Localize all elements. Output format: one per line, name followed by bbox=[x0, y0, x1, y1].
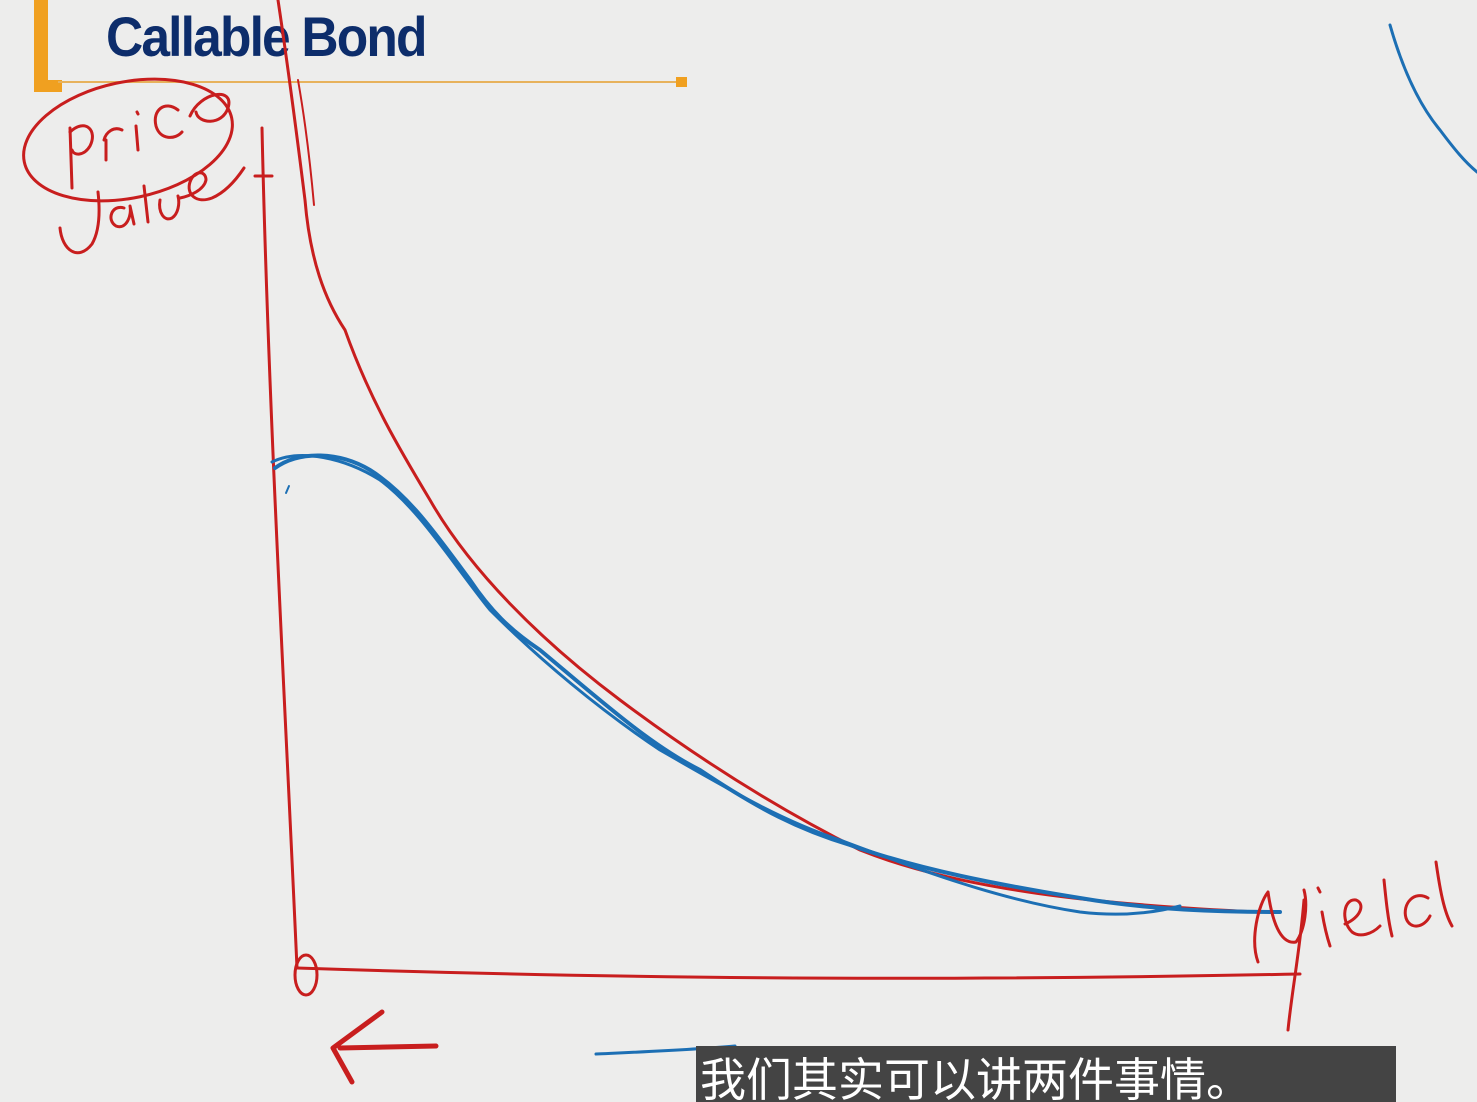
title-underline-end-marker bbox=[676, 77, 687, 87]
yield-label-handwriting bbox=[1253, 860, 1454, 1032]
blue-stroke-top-right bbox=[1388, 23, 1477, 174]
option-free-bond-curve bbox=[276, 0, 1262, 914]
slide-title: Callable Bond bbox=[106, 5, 427, 68]
title-accent-bar bbox=[34, 0, 48, 92]
value-label-handwriting bbox=[58, 166, 246, 255]
video-subtitle: 我们其实可以讲两件事情。 bbox=[696, 1046, 1396, 1102]
origin-zero-mark bbox=[293, 953, 319, 997]
left-arrow bbox=[337, 1043, 439, 1051]
option-free-curve-double-stroke bbox=[297, 79, 315, 206]
price-label-handwriting bbox=[68, 92, 231, 190]
callable-curve-tick bbox=[285, 485, 290, 494]
callable-bond-curve-retrace bbox=[270, 454, 1182, 916]
y-axis-line bbox=[260, 126, 299, 970]
left-arrow-head bbox=[330, 1009, 385, 1085]
title-underline bbox=[58, 81, 680, 83]
price-label-circle bbox=[22, 77, 234, 203]
callable-bond-curve bbox=[273, 453, 1282, 914]
title-accent-foot bbox=[34, 80, 62, 92]
x-axis-line bbox=[295, 966, 1302, 980]
